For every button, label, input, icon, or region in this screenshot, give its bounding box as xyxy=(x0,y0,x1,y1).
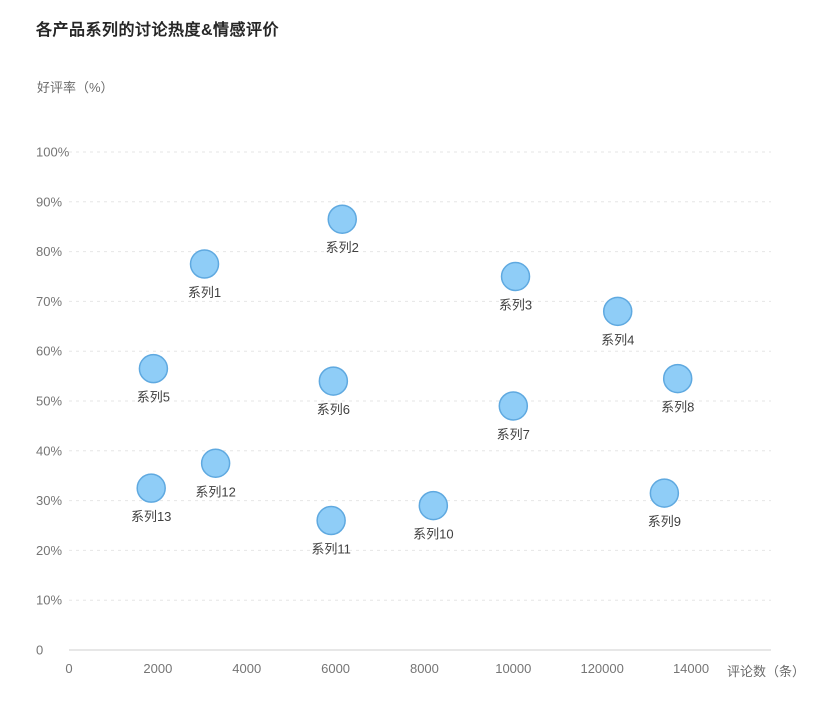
scatter-point[interactable] xyxy=(200,448,231,478)
scatter-point[interactable] xyxy=(138,353,169,384)
y-tick-label: 100% xyxy=(36,145,70,160)
point-label: 系列10 xyxy=(413,527,453,542)
y-axis-title: 好评率（%） xyxy=(37,80,114,95)
scatter-point[interactable] xyxy=(327,204,357,234)
x-tick-label: 0 xyxy=(65,661,72,676)
x-tick-label: 6000 xyxy=(321,661,350,676)
x-tick-label: 2000 xyxy=(143,661,172,676)
point-label: 系列13 xyxy=(131,509,171,524)
y-tick-label: 0 xyxy=(36,643,43,658)
point-label: 系列1 xyxy=(188,285,221,300)
x-tick-label: 8000 xyxy=(410,661,439,676)
x-tick-label: 14000 xyxy=(673,661,709,676)
scatter-point[interactable] xyxy=(498,391,529,421)
y-tick-label: 70% xyxy=(36,294,62,309)
scatter-point[interactable] xyxy=(318,366,349,396)
point-label: 系列8 xyxy=(661,400,694,415)
scatter-point[interactable] xyxy=(136,473,166,503)
point-label: 系列6 xyxy=(317,402,350,417)
point-label: 系列12 xyxy=(195,484,235,499)
y-tick-label: 90% xyxy=(36,194,62,209)
scatter-point[interactable] xyxy=(316,505,346,536)
y-tick-label: 10% xyxy=(36,593,62,608)
point-label: 系列7 xyxy=(497,427,530,442)
scatter-point[interactable] xyxy=(662,363,693,394)
chart-title: 各产品系列的讨论热度&情感评价 xyxy=(36,22,280,39)
scatter-point[interactable] xyxy=(500,261,531,292)
point-label: 系列11 xyxy=(311,542,351,557)
y-tick-label: 20% xyxy=(36,543,62,558)
y-tick-label: 60% xyxy=(36,344,62,359)
y-tick-label: 30% xyxy=(36,493,62,508)
x-axis-title: 评论数（条） xyxy=(727,664,806,679)
y-tick-label: 50% xyxy=(36,394,62,409)
scatter-point[interactable] xyxy=(602,296,633,327)
x-tick-label: 4000 xyxy=(232,661,261,676)
x-tick-label: 120000 xyxy=(580,661,623,676)
point-label: 系列9 xyxy=(648,514,681,529)
x-tick-label: 10000 xyxy=(495,661,531,676)
point-label: 系列2 xyxy=(326,240,359,255)
point-label: 系列3 xyxy=(499,298,532,313)
scatter-point[interactable] xyxy=(649,478,680,508)
scatter-point[interactable] xyxy=(189,249,220,279)
y-tick-label: 80% xyxy=(36,244,62,259)
scatter-point[interactable] xyxy=(418,490,449,521)
point-label: 系列4 xyxy=(601,332,634,347)
point-label: 系列5 xyxy=(137,390,170,405)
y-tick-label: 40% xyxy=(36,443,62,458)
